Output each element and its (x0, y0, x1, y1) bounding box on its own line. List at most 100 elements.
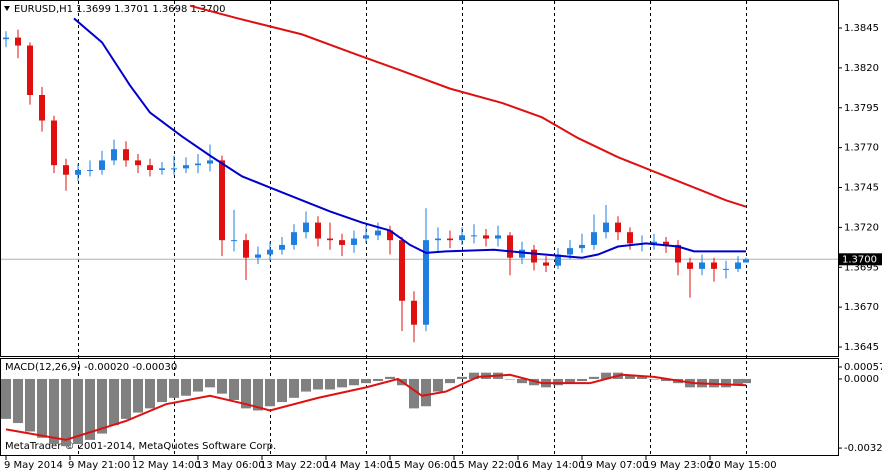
candle-body (743, 259, 749, 263)
candle-body (435, 238, 441, 241)
y-tick-label: 1.3820 (844, 63, 879, 74)
macd-bar (289, 378, 299, 398)
candle-body (219, 160, 225, 241)
candle-body (495, 235, 501, 239)
candle-body (63, 165, 69, 175)
x-tick-label: 9 May 21:00 (68, 460, 130, 471)
candle-body (279, 244, 285, 250)
candle-body (615, 222, 621, 233)
candle-body (147, 165, 153, 170)
macd-bar (301, 378, 311, 392)
macd-bar (553, 378, 563, 386)
macd-bar (457, 376, 467, 379)
x-tick-label: 14 May 14:00 (324, 460, 393, 471)
macd-bar (445, 378, 455, 384)
macd-bar (577, 378, 587, 382)
menu-triangle[interactable] (4, 6, 10, 11)
candle-body (663, 241, 669, 245)
macd-frame (0, 358, 839, 456)
macd-bar (37, 378, 47, 438)
y-tick-label: 1.3770 (844, 143, 879, 154)
candle-body (723, 268, 729, 270)
macd-bar (421, 378, 431, 407)
candle-body (507, 235, 513, 258)
symbol-title: EURUSD,H1 (14, 4, 73, 15)
candle-body (423, 240, 429, 325)
moving-average (73, 17, 746, 259)
x-tick-label: 9 May 2014 (4, 460, 63, 471)
candle-body (135, 160, 141, 166)
candle-body (39, 94, 45, 121)
candle-body (651, 241, 657, 244)
macd-bar (625, 374, 635, 379)
last-price-box (838, 253, 882, 266)
candle-body (291, 232, 297, 245)
macd-bar (373, 378, 383, 382)
x-tick-label: 12 May 14:00 (132, 460, 201, 471)
macd-bar (337, 378, 347, 388)
candle-body (255, 254, 261, 258)
macd-bar (517, 378, 527, 384)
copyright: MetaTrader © 2001-2014, MetaQuotes Softw… (5, 441, 276, 452)
macd-bar (433, 378, 443, 392)
candle-body (51, 120, 57, 166)
macd-bar (409, 378, 419, 409)
macd-bar (205, 378, 215, 388)
macd-bar (505, 378, 515, 380)
candle-body (591, 232, 597, 245)
macd-bar (661, 378, 671, 382)
x-tick-label: 15 May 22:00 (452, 460, 521, 471)
candle-body (303, 222, 309, 233)
y-tick-label: 1.3670 (844, 302, 879, 313)
candle-body (519, 249, 525, 258)
macd-bar (73, 378, 83, 445)
candle-body (87, 169, 93, 171)
candle-body (471, 235, 477, 237)
last-price-label: 1.3700 (842, 254, 877, 265)
macd-bar (229, 378, 239, 400)
macd-bar (565, 378, 575, 384)
candle-body (675, 244, 681, 263)
x-tick-label: 15 May 06:00 (388, 460, 457, 471)
candle-body (459, 235, 465, 241)
macd-bar (721, 378, 731, 388)
macd-bar (349, 378, 359, 386)
y-tick-label: 1.3720 (844, 222, 879, 233)
macd-bar (589, 376, 599, 379)
macd-bar (325, 378, 335, 390)
candle-body (243, 240, 249, 258)
macd-bar (25, 378, 35, 432)
macd-signal (5, 373, 747, 441)
macd-bar (61, 378, 71, 447)
x-tick-label: 13 May 22:00 (260, 460, 329, 471)
macd-bar (121, 378, 131, 419)
macd-bar (313, 378, 323, 390)
candle-body (567, 248, 573, 255)
candle-body (123, 149, 129, 161)
macd-bar (265, 378, 275, 407)
y-tick-label: 1.3845 (844, 23, 879, 34)
candle-body (267, 249, 273, 255)
y-tick-label: 1.3695 (844, 262, 879, 273)
y-tick-label: 1.3795 (844, 103, 879, 114)
candle-body (159, 168, 165, 170)
candle-body (603, 222, 609, 233)
macd-bar (733, 378, 743, 386)
candle-body (531, 249, 537, 263)
y-tick-label: 1.3745 (844, 183, 879, 194)
macd-bar (181, 378, 191, 396)
candle-body (315, 222, 321, 239)
candle-body (543, 262, 549, 266)
candle-body (231, 240, 237, 242)
ohlc-text: 1.3699 1.3701 1.3698 1.3700 (76, 4, 226, 15)
x-tick-label: 13 May 06:00 (196, 460, 265, 471)
macd-bar (85, 378, 95, 440)
macd-bar (241, 378, 251, 409)
candle-body (327, 238, 333, 241)
macd-bar (529, 378, 539, 386)
macd-bar (193, 378, 203, 392)
macd-bar (133, 378, 143, 413)
candle-body (483, 235, 489, 239)
candle-body (627, 232, 633, 244)
